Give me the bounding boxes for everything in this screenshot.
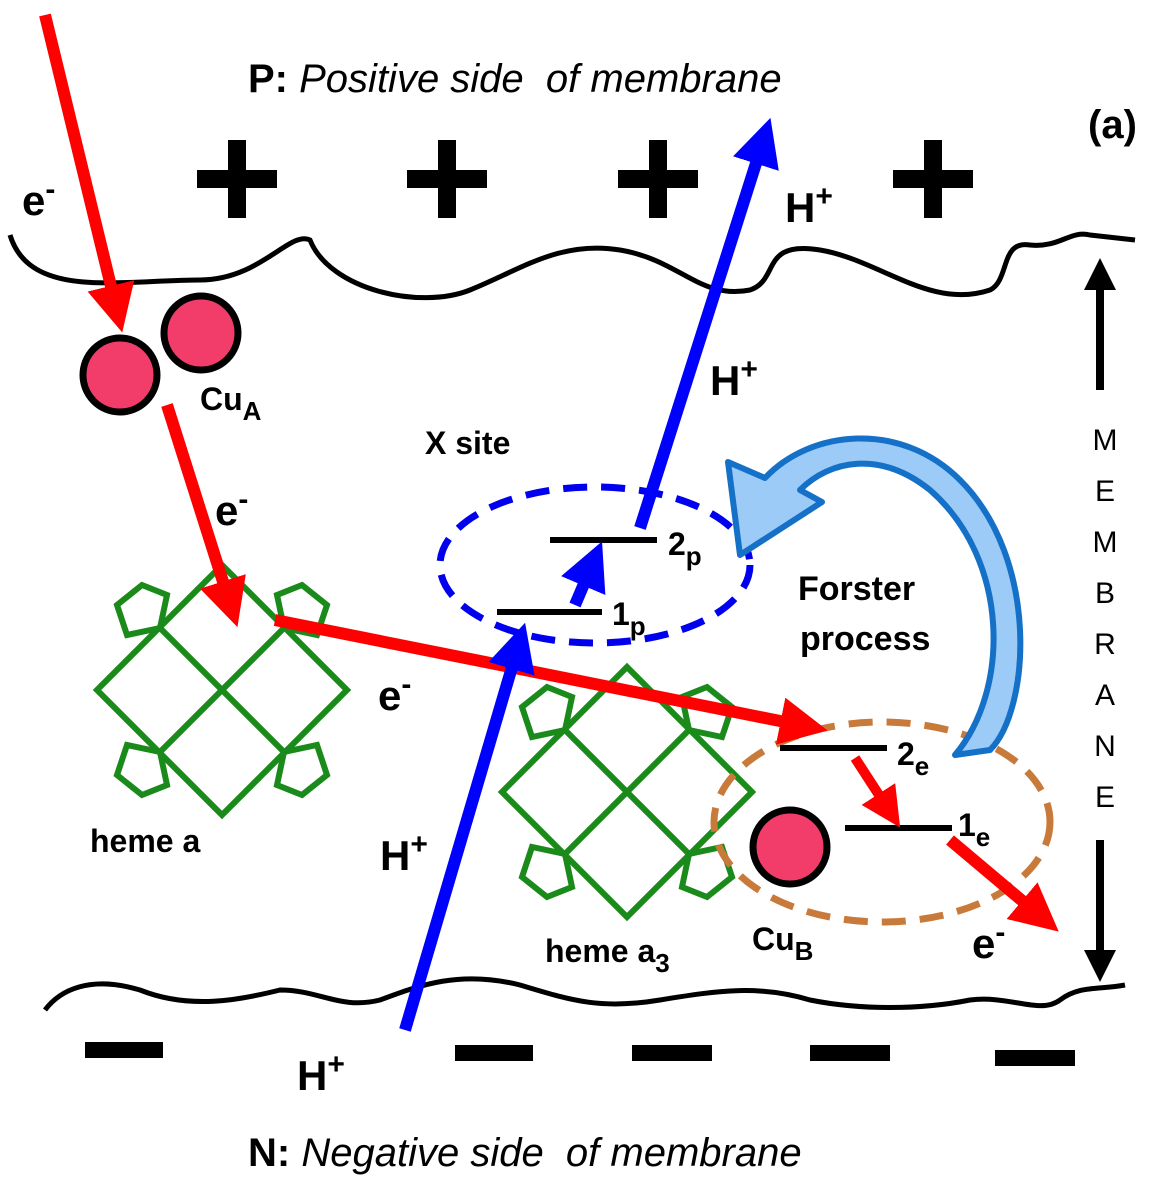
energy-levels — [497, 537, 952, 831]
heme-a-label: heme a — [90, 823, 200, 859]
header-title: P: Positive side of membrane — [248, 57, 782, 101]
label-part: H — [710, 357, 740, 404]
electron-label: e- — [378, 668, 411, 719]
proton-label: H+ — [380, 828, 428, 879]
label-part: e — [22, 177, 45, 224]
electron-label: e- — [972, 916, 1005, 967]
copper-centers — [79, 292, 831, 888]
arrows — [39, 13, 1116, 1032]
proton-label: H+ — [297, 1048, 345, 1099]
x-site-label: X site — [425, 425, 510, 461]
proton-label: H+ — [785, 180, 833, 231]
top-membrane — [7, 231, 1136, 301]
label-part: 2 — [668, 526, 686, 562]
binuclear-ellipse — [710, 718, 1054, 926]
level-label: 1e — [958, 807, 990, 852]
label-part: H — [785, 184, 815, 231]
electron-labels: e- e- e- e- — [22, 173, 1005, 967]
label-part: - — [401, 668, 411, 701]
side-text: Negative side of membrane — [301, 1131, 801, 1175]
label-part: 1 — [958, 807, 976, 843]
label-part: e — [215, 487, 238, 534]
forster-label: Forster — [798, 570, 915, 608]
label-part: + — [815, 180, 833, 213]
membrane-letter: M — [1093, 424, 1118, 457]
membrane-letter: N — [1094, 730, 1116, 763]
label-part: + — [410, 828, 428, 861]
label-part: + — [327, 1048, 345, 1081]
label-part: p — [686, 541, 702, 571]
cu-a-label: CuA — [200, 381, 262, 426]
electron-label: e- — [215, 483, 248, 534]
plus-signs — [197, 140, 973, 218]
label-part: H — [297, 1052, 327, 1099]
minus-signs — [85, 1042, 1075, 1066]
membrane-letter: B — [1095, 577, 1115, 610]
level-label: 2e — [897, 736, 929, 781]
membrane-letter: E — [1095, 475, 1115, 508]
side-text: Positive side of membrane — [299, 57, 781, 101]
side-label: N: — [248, 1131, 290, 1175]
bottom-membrane — [43, 976, 1126, 1012]
proton-label: H+ — [710, 353, 758, 404]
level-labels: 2p 1p 2e 1e — [612, 526, 990, 852]
membrane-letter: M — [1093, 526, 1118, 559]
heme-a3-label: heme a3 — [545, 933, 670, 978]
level-label: 1p — [612, 596, 646, 641]
label-part: - — [995, 916, 1005, 949]
label-part: heme a — [545, 933, 655, 969]
label-part: H — [380, 832, 410, 879]
label-part: B — [795, 936, 814, 966]
label-part: Cu — [752, 921, 795, 957]
label-part: 1 — [612, 596, 630, 632]
label-part: p — [630, 611, 646, 641]
label-part: - — [45, 173, 55, 206]
cu-b-label: CuB — [752, 921, 813, 966]
membrane-letter: E — [1095, 781, 1115, 814]
panel-label: (a) — [1088, 103, 1137, 147]
side-label: P: — [248, 57, 288, 101]
label-part: A — [243, 396, 262, 426]
forster-label: process — [800, 620, 930, 658]
membrane-letter: A — [1095, 679, 1115, 712]
electron-label: e- — [22, 173, 55, 224]
forster-arrow — [725, 435, 1024, 758]
membrane-letter: R — [1094, 628, 1116, 661]
x-site-ellipse — [436, 483, 754, 647]
label-part: e — [976, 822, 990, 852]
label-part: + — [740, 353, 758, 386]
level-label: 2p — [668, 526, 702, 571]
site-labels: CuA CuB X site heme a heme a3 — [90, 381, 813, 978]
label-part: e — [972, 920, 995, 967]
footer-title: N: Negative side of membrane — [248, 1131, 802, 1175]
label-part: Cu — [200, 381, 243, 417]
proton-labels: H+ H+ H+ H+ — [297, 180, 833, 1099]
label-part: e — [378, 672, 401, 719]
label-part: 3 — [655, 948, 669, 978]
label-part: e — [915, 751, 929, 781]
heme-a-icon — [97, 565, 347, 815]
label-part: 2 — [897, 736, 915, 772]
label-part: - — [238, 483, 248, 516]
